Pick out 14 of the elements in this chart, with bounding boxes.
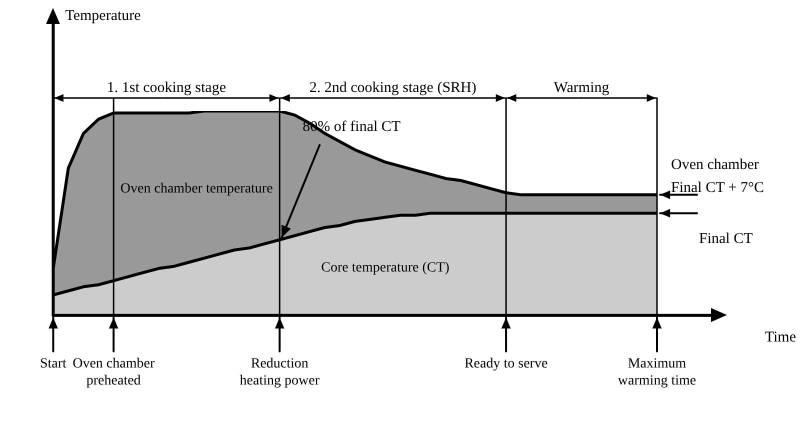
x-tick-label: Reduction heating power — [240, 356, 320, 388]
series-label: Oven chamber temperature — [120, 182, 273, 197]
x-tick-label: Start — [40, 356, 67, 372]
x-tick-label: Maximum warming time — [618, 356, 696, 388]
text: 1. 1st cooking stage — [106, 80, 226, 96]
x-axis-title: Time — [764, 329, 796, 346]
text: Temperature — [65, 8, 142, 24]
series-label: Core temperature (CT) — [321, 260, 450, 276]
annotation: Oven chamber Final CT + 7°C — [671, 156, 764, 196]
annotation: Final CT — [699, 231, 753, 248]
x-tick-label: Ready to serve — [464, 356, 548, 372]
x-tick-label: Oven chamber preheated — [72, 356, 155, 388]
text: 2. 2nd cooking stage (SRH) — [309, 80, 476, 96]
text: Warming — [554, 80, 610, 96]
